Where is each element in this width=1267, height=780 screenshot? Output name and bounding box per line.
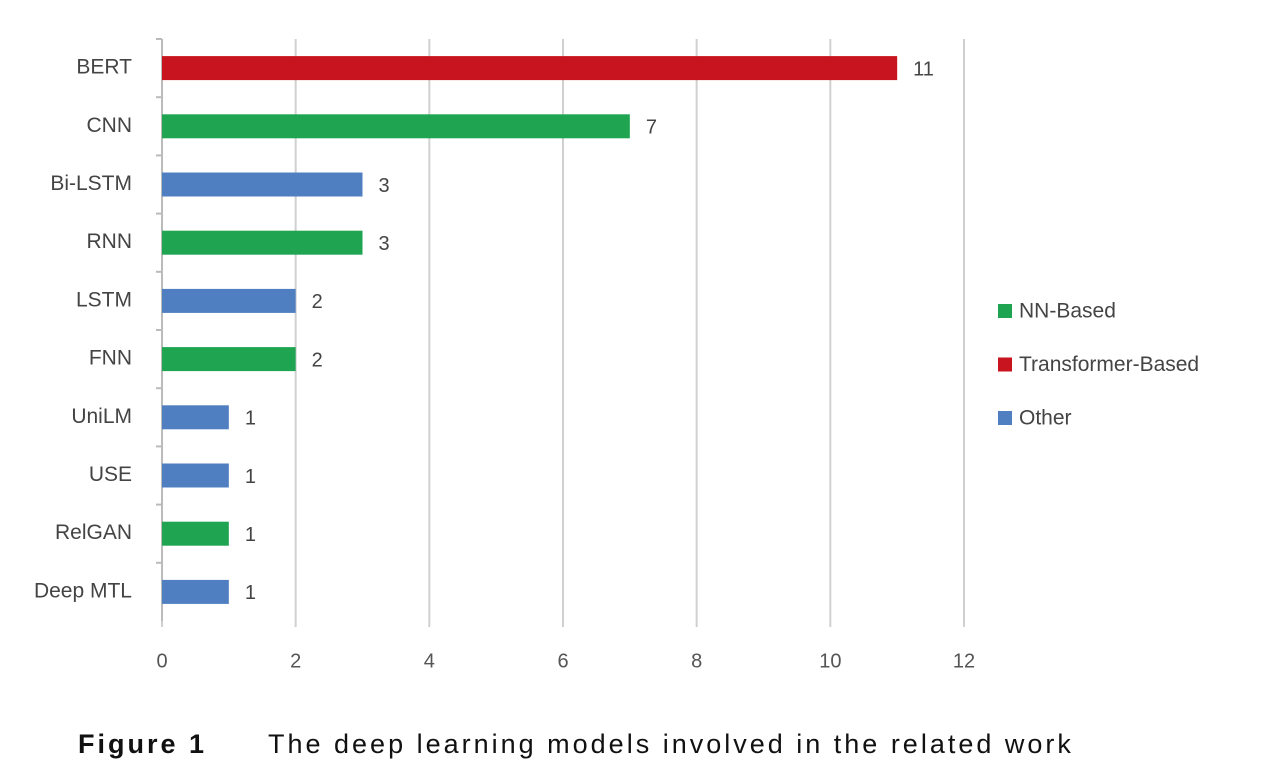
data-label: 2 [312,349,323,371]
bar [162,579,229,604]
data-label: 3 [379,233,390,255]
y-tick-label: Bi-LSTM [50,172,132,195]
legend-marker [998,304,1012,318]
bar [162,230,363,255]
caption: The deep learning models involved in the… [268,729,1074,759]
bar [162,288,296,313]
data-label: 3 [379,175,390,197]
y-tick-label: CNN [87,114,133,137]
legend-label: Transformer-Based [1019,353,1199,376]
x-tick-label: 2 [290,650,301,672]
data-label: 1 [245,582,256,604]
bar [162,172,363,197]
y-tick-label: FNN [89,347,132,370]
y-tick-label: RNN [87,230,133,253]
data-label: 1 [245,524,256,546]
y-tick-label: BERT [76,56,132,79]
data-label: 1 [245,466,256,488]
x-tick-label: 12 [953,650,975,672]
data-label: 11 [913,58,934,80]
y-tick-label: USE [89,463,132,486]
bar [162,114,630,139]
y-tick-label: LSTM [76,288,132,311]
x-tick-label: 10 [819,650,841,672]
data-label: 1 [245,408,256,430]
bar [162,521,229,546]
y-tick-label: RelGAN [55,521,132,544]
data-label: 7 [646,117,657,139]
legend-label: Other [1019,407,1072,430]
bar [162,463,229,488]
x-tick-label: 8 [691,650,702,672]
x-tick-label: 4 [424,650,435,672]
figure-label: Figure 1 [78,729,207,759]
y-tick-label: Deep MTL [34,579,132,602]
y-tick-label: UniLM [71,405,132,428]
legend-marker [998,357,1012,372]
bar [162,347,296,372]
legend-marker [998,411,1012,425]
bar [162,56,898,81]
legend-label: NN-Based [1019,300,1116,323]
data-label: 2 [312,291,323,313]
x-tick-label: 0 [156,650,167,672]
bar [162,405,229,430]
x-tick-label: 6 [557,650,568,672]
